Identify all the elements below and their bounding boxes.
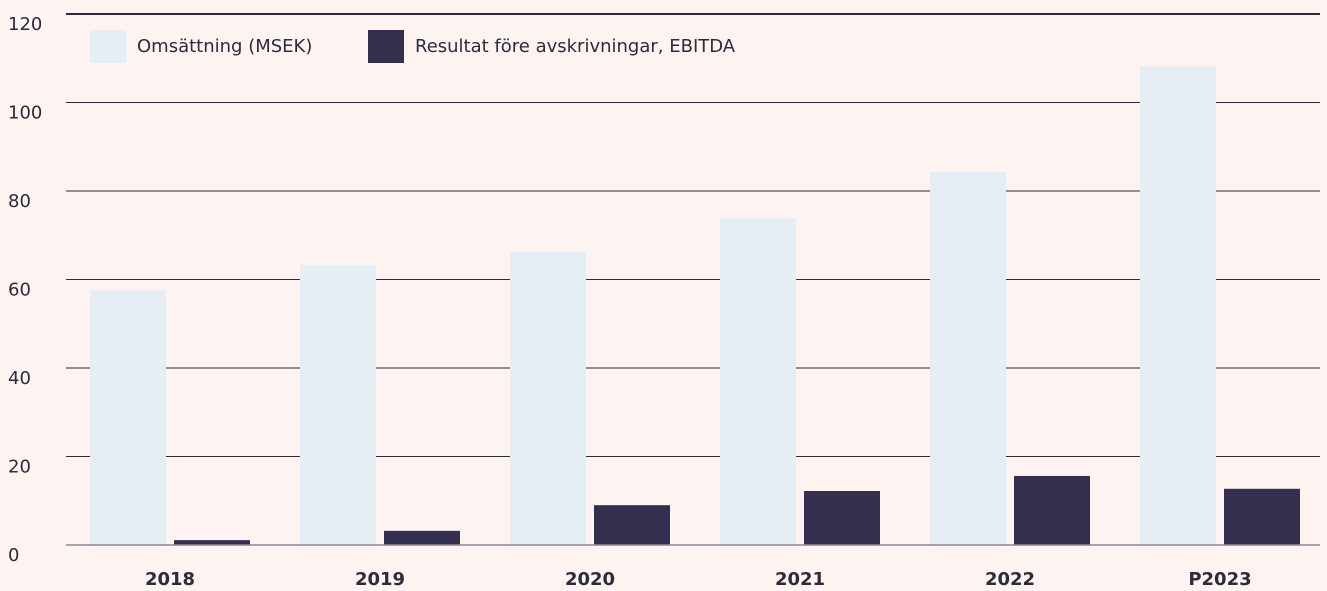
y-tick-label: 20: [8, 457, 31, 478]
x-tick-label: 2020: [565, 569, 615, 590]
bar: [804, 491, 880, 545]
x-tick-label: 2022: [985, 569, 1035, 590]
bar: [930, 171, 1006, 545]
legend-swatch: [368, 30, 404, 63]
x-tick-label: 2021: [775, 569, 825, 590]
bar: [90, 290, 166, 545]
y-tick-label: 120: [8, 14, 42, 35]
bar: [720, 217, 796, 545]
y-tick-label: 60: [8, 280, 31, 301]
x-tick-label: 2019: [355, 569, 405, 590]
bar: [384, 530, 460, 545]
bar: [174, 540, 250, 545]
bar: [300, 264, 376, 545]
y-tick-label: 0: [8, 545, 19, 566]
legend-label: Resultat före avskrivningar, EBITDA: [415, 36, 736, 57]
bar: [1014, 475, 1090, 545]
y-tick-label: 100: [8, 103, 42, 124]
bar: [594, 505, 670, 545]
bar: [1224, 488, 1300, 545]
x-tick-label: 2018: [145, 569, 195, 590]
legend-label: Omsättning (MSEK): [137, 36, 312, 57]
bar: [510, 252, 586, 545]
y-tick-label: 80: [8, 191, 31, 212]
y-tick-label: 40: [8, 368, 31, 389]
x-tick-label: P2023: [1188, 569, 1251, 590]
bar: [1140, 66, 1216, 545]
legend-swatch: [90, 30, 126, 63]
